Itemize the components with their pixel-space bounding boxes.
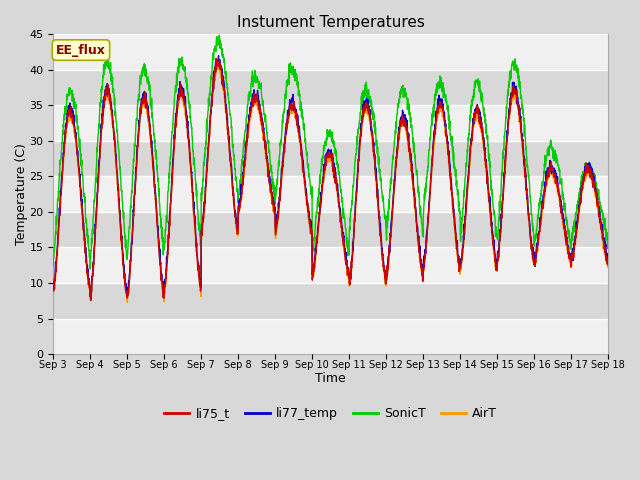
Bar [53, 212, 608, 247]
Y-axis label: Temperature (C): Temperature (C) [15, 143, 28, 245]
Bar [53, 70, 608, 105]
Title: Instument Temperatures: Instument Temperatures [237, 15, 424, 30]
Bar [53, 141, 608, 176]
Text: EE_flux: EE_flux [56, 44, 106, 57]
X-axis label: Time: Time [316, 372, 346, 385]
Bar [53, 283, 608, 319]
Legend: li75_t, li77_temp, SonicT, AirT: li75_t, li77_temp, SonicT, AirT [159, 402, 502, 425]
